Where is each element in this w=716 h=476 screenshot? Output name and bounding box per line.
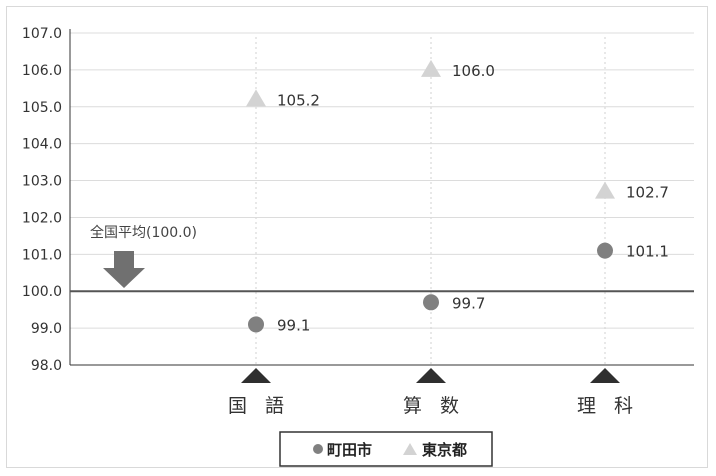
data-label: 105.2 (277, 91, 320, 109)
y-tick-label: 106.0 (22, 63, 62, 79)
y-tick-label: 104.0 (22, 137, 62, 153)
y-tick-label: 98.0 (31, 358, 62, 374)
data-label: 99.7 (452, 294, 485, 312)
data-label: 99.1 (277, 316, 310, 334)
data-label: 101.1 (626, 243, 669, 261)
axes (69, 29, 694, 366)
point-tokyo (595, 181, 615, 199)
category-marker (241, 368, 271, 383)
category-marker (590, 368, 620, 383)
legend-circle-marker (313, 444, 323, 454)
reference-line-group: 全国平均(100.0) (70, 224, 694, 293)
legend-triangle-marker (403, 443, 417, 455)
y-tick-label: 105.0 (22, 100, 62, 116)
category-label: 理 科 (577, 395, 639, 417)
data-label: 106.0 (452, 62, 495, 80)
data-points: 99.1 99.7 101.1 105.2 106.0 102.7 (246, 59, 669, 334)
point-machida (423, 294, 439, 311)
y-tick-label: 101.0 (22, 247, 62, 263)
gridlines (70, 32, 694, 329)
chart-frame (6, 6, 708, 468)
y-tick-label: 102.0 (22, 210, 62, 226)
y-tick-label: 103.0 (22, 174, 62, 190)
down-arrow-icon (103, 251, 145, 288)
data-label: 102.7 (626, 184, 669, 202)
point-machida (248, 316, 264, 333)
category-label: 国 語 (228, 395, 290, 417)
legend-label-machida: 町田市 (327, 441, 372, 459)
point-tokyo (421, 59, 441, 77)
point-tokyo (246, 89, 266, 107)
y-tick-label: 100.0 (22, 284, 62, 300)
category-marker (416, 368, 446, 383)
y-tick-label: 99.0 (31, 321, 62, 337)
legend: 町田市 東京都 (279, 431, 493, 467)
reference-label: 全国平均(100.0) (90, 224, 197, 241)
point-machida (597, 242, 613, 259)
legend-label-tokyo: 東京都 (422, 441, 467, 459)
category-label: 算 数 (403, 395, 465, 417)
y-tick-labels: 107.0 106.0 105.0 104.0 103.0 102.0 101.0 100.0… (22, 26, 62, 374)
category-labels: 国 語算 数理 科 (228, 368, 639, 417)
y-tick-label: 107.0 (22, 26, 62, 42)
